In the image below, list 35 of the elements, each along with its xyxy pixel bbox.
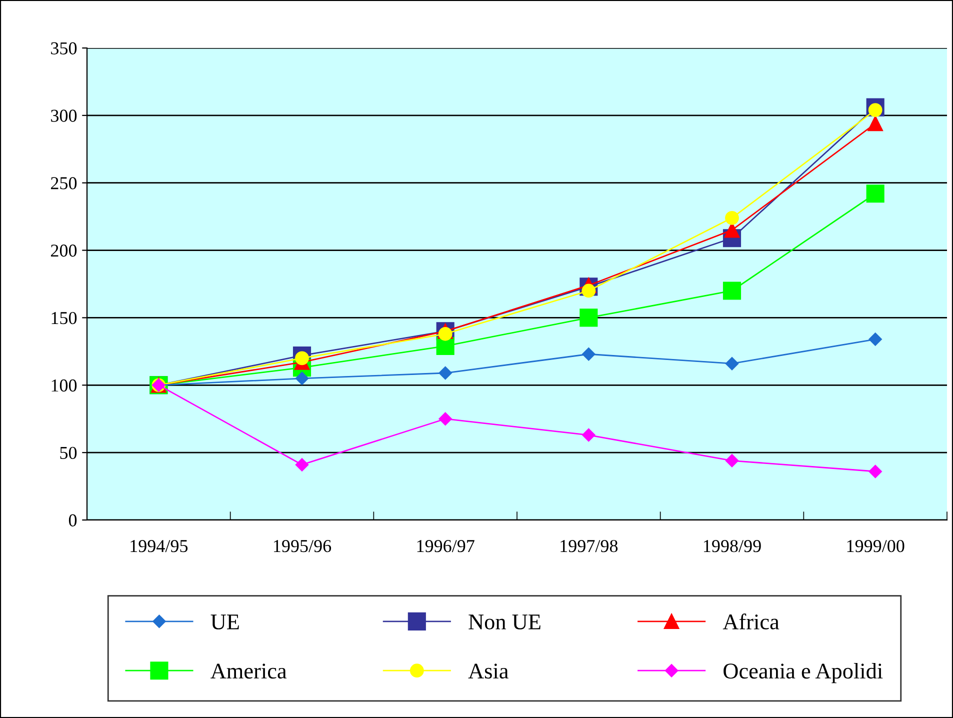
point <box>866 184 884 203</box>
legend-label: Asia <box>468 664 508 679</box>
legend-label: Non UE <box>468 614 540 630</box>
y-tick-label: 0 <box>68 514 77 526</box>
point <box>582 348 596 361</box>
legend-label: UE <box>210 614 239 630</box>
legend-label: Africa <box>722 614 780 630</box>
x-tick-label: 1996/97 <box>417 540 474 552</box>
y-tick-label: 300 <box>51 110 77 122</box>
point <box>295 458 309 472</box>
point <box>582 428 596 442</box>
x-tick-label: 1998/99 <box>704 540 761 552</box>
point <box>868 464 882 478</box>
point <box>722 282 742 300</box>
point <box>868 116 883 132</box>
point <box>725 454 739 468</box>
point <box>438 366 452 380</box>
point <box>438 412 452 426</box>
point <box>868 332 882 346</box>
x-tick-label: 1997/98 <box>560 540 618 552</box>
y-tick-label: 200 <box>50 244 77 257</box>
point <box>295 372 309 385</box>
point <box>725 356 739 370</box>
legend-label: America <box>210 664 287 679</box>
point <box>725 210 739 225</box>
x-tick-label: 1994/95 <box>130 540 188 552</box>
y-tick-label: 50 <box>60 446 77 460</box>
legend-label: Oceania e Apolidi <box>724 662 883 684</box>
y-tick-label: 150 <box>52 312 77 324</box>
x-tick-label: 1999/00 <box>847 540 904 552</box>
y-tick-label: 100 <box>52 379 77 392</box>
x-tick-label: 1995/96 <box>274 540 332 552</box>
point <box>580 308 598 327</box>
y-tick-label: 350 <box>51 42 77 54</box>
y-tick-label: 250 <box>50 177 77 190</box>
